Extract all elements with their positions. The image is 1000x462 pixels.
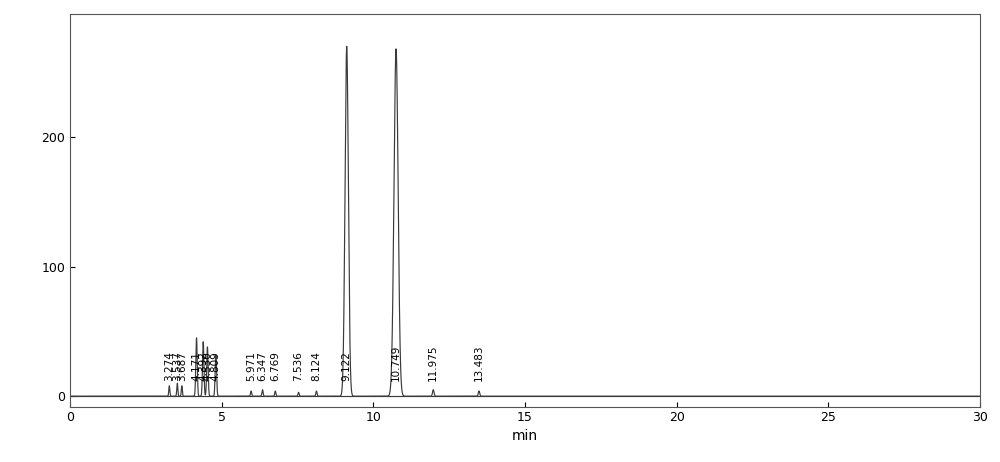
Text: 3.687: 3.687 [177,351,187,381]
Text: 11.975: 11.975 [428,344,438,381]
Text: 4.809: 4.809 [211,351,221,381]
Text: 8.124: 8.124 [311,351,321,381]
Text: 10.749: 10.749 [391,344,401,381]
Text: 7.536: 7.536 [294,351,304,381]
Text: 9.122: 9.122 [342,351,352,381]
Text: 6.347: 6.347 [258,351,268,381]
Text: 4.171: 4.171 [192,351,202,381]
Text: 3.537: 3.537 [172,351,182,381]
Text: 4.392: 4.392 [198,351,208,381]
X-axis label: min: min [512,429,538,443]
Text: 3.274: 3.274 [164,351,174,381]
Text: 4.530: 4.530 [202,351,212,381]
Text: 13.483: 13.483 [474,344,484,381]
Text: 6.769: 6.769 [270,351,280,381]
Text: 5.971: 5.971 [246,351,256,381]
